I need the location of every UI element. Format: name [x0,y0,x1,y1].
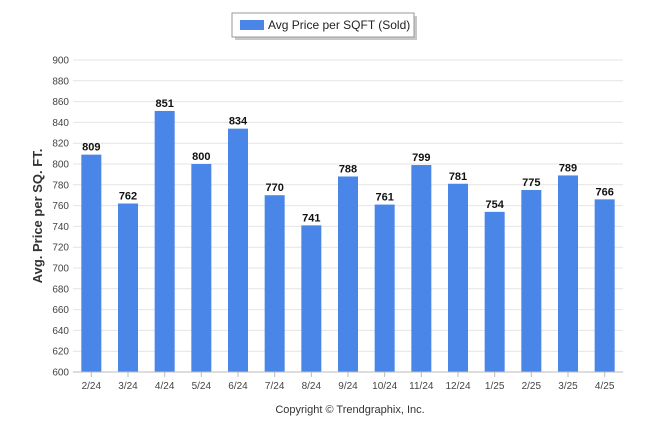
bar [558,175,578,372]
y-tick-label: 700 [52,264,69,275]
y-tick-label: 800 [52,160,69,171]
y-tick-label: 840 [52,118,69,129]
x-tick-label: 5/24 [192,381,212,392]
bar [118,203,138,372]
bar [448,183,468,372]
bars [81,110,615,373]
x-tick-label: 1/25 [485,381,505,392]
y-tick-label: 680 [52,284,69,295]
y-tick-label: 660 [52,305,69,316]
bar [264,195,285,372]
data-label: 754 [485,199,504,211]
data-label: 789 [559,162,577,174]
data-label: 788 [339,163,357,175]
y-tick-label: 880 [52,76,69,87]
x-tick-label: 3/25 [558,381,578,392]
y-tick-label: 620 [52,347,69,358]
bar [154,110,175,373]
y-tick-label: 820 [52,139,69,150]
x-tick-label: 10/24 [372,381,397,392]
y-tick-label: 900 [52,56,69,67]
bar [484,211,505,372]
y-tick-label: 760 [52,201,69,212]
legend: Avg Price per SQFT (Sold) [231,12,417,40]
copyright-text: Copyright © Trendgraphix, Inc. [275,404,424,416]
x-tick-label: 6/24 [228,381,248,392]
x-axis-ticks: 2/24 3/24 4/24 5/24 6/24 7/24 8/24 9/24 10/24 11/… [82,372,615,392]
x-tick-label: 4/24 [155,381,175,392]
bar [338,176,358,372]
data-label: 761 [375,192,393,204]
x-tick-label: 7/24 [265,381,285,392]
x-tick-label: 8/24 [302,381,322,392]
x-tick-label: 4/25 [595,381,615,392]
legend-swatch [240,20,264,30]
legend-label: Avg Price per SQFT (Sold) [268,18,410,32]
data-labels: 809 762 851 800 834 770 741 788 761 799 781 754 775 7… [82,98,614,224]
y-tick-label: 740 [52,222,69,233]
data-label: 770 [265,182,283,194]
data-label: 809 [82,142,100,154]
y-tick-label: 780 [52,180,69,191]
x-tick-label: 3/24 [118,381,138,392]
y-axis-ticks: 600 620 640 660 680 700 720 740 760 780 800 820 840 8… [52,56,69,379]
data-label: 799 [412,152,430,164]
y-tick-label: 600 [52,368,69,379]
data-label: 762 [119,191,137,203]
bar [81,154,102,372]
bar [594,199,615,372]
data-label: 851 [155,98,173,110]
bar [411,165,432,372]
bar [191,164,212,372]
y-tick-label: 640 [52,326,69,337]
x-tick-label: 2/24 [82,381,102,392]
data-label: 781 [449,171,467,183]
data-label: 775 [522,177,540,189]
bar [521,190,542,372]
y-tick-label: 860 [52,97,69,108]
bar [301,225,322,372]
data-label: 800 [192,151,210,163]
y-tick-label: 720 [52,243,69,254]
data-label: 834 [229,116,248,128]
bar [228,128,248,372]
bar [374,204,395,372]
data-label: 741 [302,212,320,224]
data-label: 766 [595,186,613,198]
x-tick-label: 9/24 [338,381,358,392]
x-tick-label: 2/25 [522,381,542,392]
x-tick-label: 11/24 [409,381,434,392]
x-tick-label: 12/24 [445,381,470,392]
y-axis-label: Avg. Price per SQ. FT. [30,149,45,284]
